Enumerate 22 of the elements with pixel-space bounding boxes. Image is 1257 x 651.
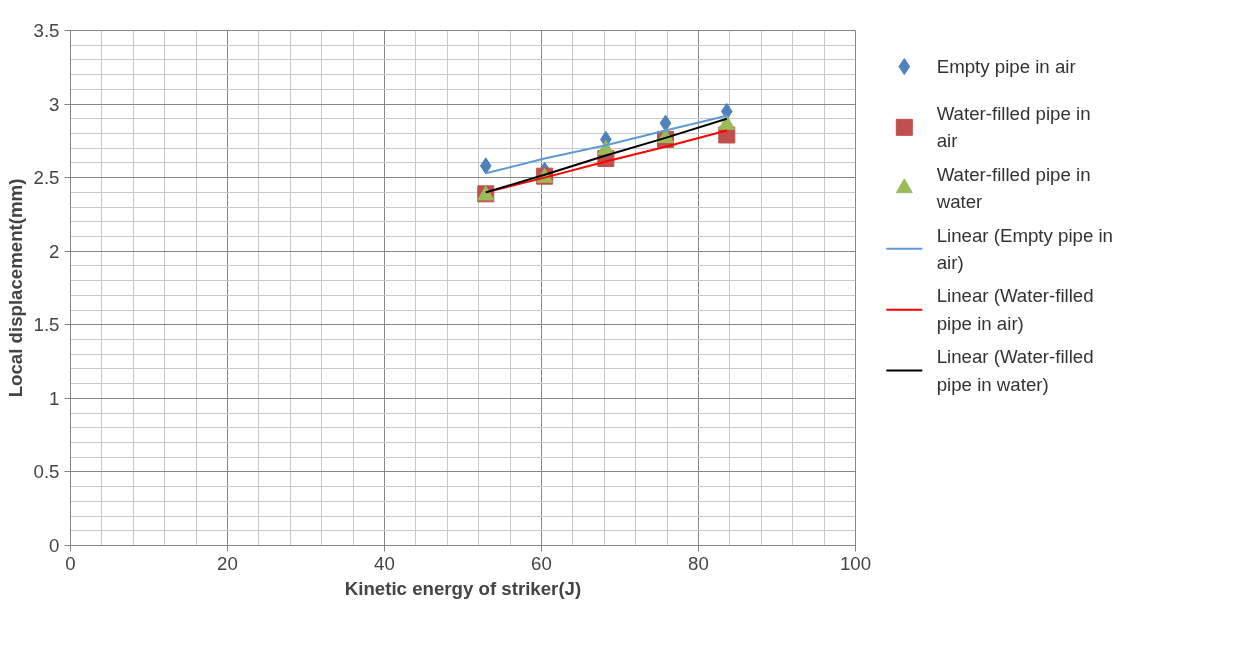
x-axis-title: Kinetic energy of striker(J) — [344, 577, 582, 599]
x-tick-label: 80 — [688, 552, 709, 574]
y-axis-title: Local displacement(mm) — [4, 178, 26, 398]
legend-label: Water-filled pipe in air — [936, 103, 1091, 152]
y-tick-label: 0.5 — [33, 461, 60, 483]
legend-label: Linear (Water-filled pipe in water) — [936, 346, 1094, 395]
y-tick-label: 0 — [49, 535, 60, 556]
y-tick-label: 2 — [49, 240, 60, 262]
x-tick-label: 100 — [839, 552, 872, 574]
legend-label: Water-filled pipe in water — [935, 163, 1091, 213]
y-tick-label: 3.5 — [33, 20, 60, 41]
x-tick-label: 40 — [374, 552, 395, 574]
y-tick-label: 1 — [49, 387, 60, 409]
x-tick-label: 20 — [217, 552, 238, 574]
legend-label: Empty pipe in air — [936, 56, 1076, 78]
y-tick-label: 3 — [49, 93, 60, 115]
x-tick-label: 60 — [531, 552, 552, 574]
x-tick-label: 0 — [65, 552, 76, 574]
y-tick-label: 2.5 — [33, 167, 60, 189]
legend-label: Linear (Water-filled pipe in air) — [936, 285, 1094, 334]
legend-label: Linear (Empty pipe in air) — [936, 224, 1113, 274]
y-tick-label: 1.5 — [33, 314, 60, 336]
